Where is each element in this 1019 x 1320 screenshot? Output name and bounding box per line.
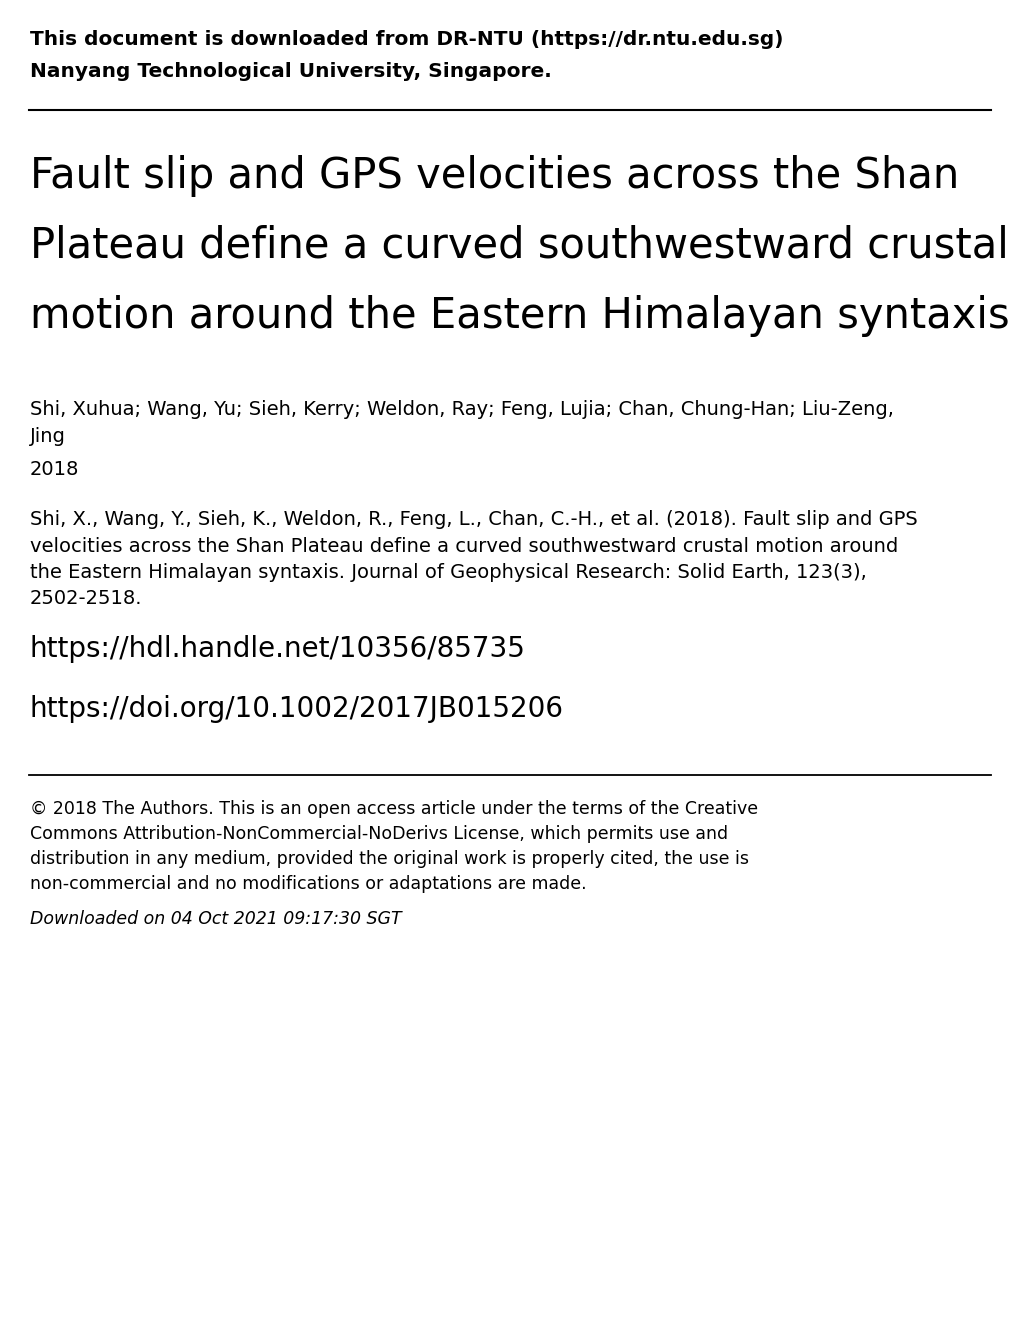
Text: Nanyang Technological University, Singapore.: Nanyang Technological University, Singap… xyxy=(30,62,551,81)
Text: Shi, X., Wang, Y., Sieh, K., Weldon, R., Feng, L., Chan, C.-H., et al. (2018). F: Shi, X., Wang, Y., Sieh, K., Weldon, R.,… xyxy=(30,510,917,609)
Text: motion around the Eastern Himalayan syntaxis: motion around the Eastern Himalayan synt… xyxy=(30,294,1009,337)
Text: Fault slip and GPS velocities across the Shan: Fault slip and GPS velocities across the… xyxy=(30,154,958,197)
Text: Plateau define a curved southwestward crustal: Plateau define a curved southwestward cr… xyxy=(30,224,1008,267)
Text: 2018: 2018 xyxy=(30,459,79,479)
Text: https://hdl.handle.net/10356/85735: https://hdl.handle.net/10356/85735 xyxy=(30,635,526,663)
Text: This document is downloaded from DR-NTU (https://dr.ntu.edu.sg): This document is downloaded from DR-NTU … xyxy=(30,30,783,49)
Text: https://doi.org/10.1002/2017JB015206: https://doi.org/10.1002/2017JB015206 xyxy=(30,696,564,723)
Text: Shi, Xuhua; Wang, Yu; Sieh, Kerry; Weldon, Ray; Feng, Lujia; Chan, Chung-Han; Li: Shi, Xuhua; Wang, Yu; Sieh, Kerry; Weldo… xyxy=(30,400,893,446)
Text: © 2018 The Authors. This is an open access article under the terms of the Creati: © 2018 The Authors. This is an open acce… xyxy=(30,800,757,894)
Text: Downloaded on 04 Oct 2021 09:17:30 SGT: Downloaded on 04 Oct 2021 09:17:30 SGT xyxy=(30,909,401,928)
